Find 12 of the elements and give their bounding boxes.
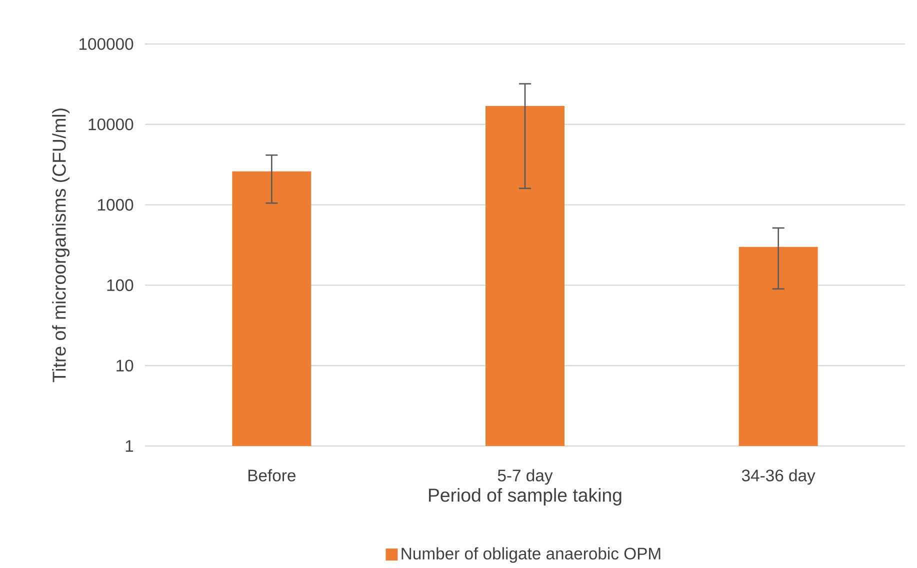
y-tick-label: 1000 bbox=[98, 198, 134, 211]
x-tick-label: 5-7 day bbox=[498, 469, 553, 485]
x-tick-label: 34-36 day bbox=[742, 469, 816, 485]
x-tick-label: Before bbox=[248, 469, 296, 482]
y-tick-label: 100 bbox=[107, 279, 134, 292]
y-tick-label: 10000 bbox=[88, 118, 134, 130]
y-axis-title: Titre of microorganisms (CFU/ml) bbox=[52, 108, 70, 382]
legend-label: Number of obligate anaerobic OPM bbox=[402, 547, 660, 563]
x-axis-title: Period of sample taking bbox=[428, 488, 622, 506]
y-tick-label: 10 bbox=[116, 360, 134, 372]
y-tick-label: 100000 bbox=[80, 38, 134, 50]
y-tick-label: 1 bbox=[126, 440, 134, 452]
